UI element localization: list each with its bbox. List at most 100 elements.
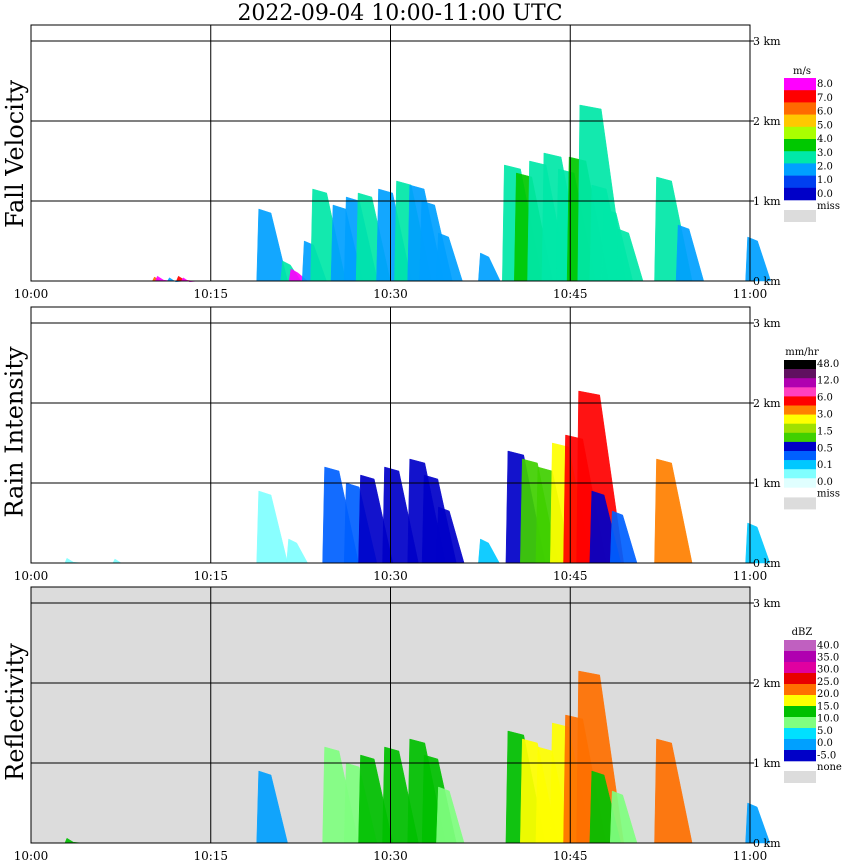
colorbar-missing-label: miss xyxy=(817,488,840,499)
colorbar-cell xyxy=(784,460,816,470)
colorbar-label: 3.0 xyxy=(817,410,833,421)
colorbar-cell xyxy=(784,175,816,189)
colorbar-cell xyxy=(784,139,816,152)
x-tick-label: 10:45 xyxy=(553,849,588,863)
colorbar-label: 0.0 xyxy=(817,477,833,488)
x-tick-label: 10:45 xyxy=(553,569,588,583)
colorbar-missing-swatch xyxy=(784,497,816,510)
colorbar-label: 48.0 xyxy=(817,359,839,370)
colorbar-cell xyxy=(784,640,816,652)
fall-velocity-panel: Fall Velocity 0 km 1 km 2 km 3 km 10:00 10:15… xyxy=(0,22,850,304)
y-tick-label: 0 km xyxy=(753,557,781,570)
colorbar-label: 2.0 xyxy=(817,162,833,173)
colorbar-label: 40.0 xyxy=(817,640,839,651)
colorbar-cell xyxy=(784,126,816,140)
y-tick-label: 2 km xyxy=(753,677,781,690)
colorbar-missing-label: none xyxy=(817,762,842,773)
colorbar-missing-swatch xyxy=(784,210,816,222)
page-title: 2022-09-04 10:00-11:00 UTC xyxy=(237,1,563,26)
colorbar-label: 8.0 xyxy=(817,79,833,90)
colorbar-label: 30.0 xyxy=(817,665,839,676)
colorbar-label: 10.0 xyxy=(817,714,839,725)
colorbar-cell xyxy=(784,423,816,434)
colorbar-label: 4.0 xyxy=(817,134,833,145)
colorbar-missing-swatch xyxy=(784,771,816,783)
colorbar-cell xyxy=(784,717,816,729)
colorbar-label: 35.0 xyxy=(817,652,839,663)
colorbar-label: 0.0 xyxy=(817,738,833,749)
colorbar-label: 3.0 xyxy=(817,148,833,159)
colorbar-label: 5.0 xyxy=(817,120,833,131)
y-tick-label: 1 km xyxy=(753,757,781,770)
colorbar-cell xyxy=(784,396,816,406)
colorbar-cell xyxy=(784,114,816,128)
y-tick-label: 0 km xyxy=(753,275,781,288)
colorbar-label: 12.0 xyxy=(817,376,839,387)
x-tick-label: 10:15 xyxy=(193,569,228,583)
colorbar-cell xyxy=(784,478,816,488)
plot-frame xyxy=(30,586,751,844)
colorbar-cell xyxy=(784,706,816,718)
colorbar-cell xyxy=(784,662,816,674)
x-tick-label: 11:00 xyxy=(733,849,768,863)
colorbar-label: 1.5 xyxy=(817,426,833,437)
colorbar-cell xyxy=(784,728,816,740)
colorbar-cell xyxy=(784,739,816,751)
colorbar-label: 15.0 xyxy=(817,701,839,712)
colorbar-cell xyxy=(784,695,816,707)
echo-18 xyxy=(745,802,771,844)
colorbar-cell xyxy=(784,151,816,164)
colorbar-cell xyxy=(784,163,816,176)
colorbar-cell xyxy=(784,432,816,443)
colorbar-cell xyxy=(784,441,816,452)
colorbar-cell xyxy=(784,651,816,663)
x-tick-label: 10:15 xyxy=(193,849,228,863)
colorbar-missing-label: miss xyxy=(817,201,840,212)
colorbar-label: 0.5 xyxy=(817,443,833,454)
x-tick-label: 11:00 xyxy=(733,569,768,583)
colorbar-cell xyxy=(784,684,816,696)
colorbar-cell xyxy=(784,387,816,397)
reflectivity-panel: Reflectivity 0 km 1 km 2 km 3 km 10:00 10:15 1… xyxy=(0,584,850,866)
y-tick-label: 3 km xyxy=(753,317,781,330)
colorbar-cell xyxy=(784,750,816,762)
rain-intensity-chart: 0 km 1 km 2 km 3 km 10:00 10:15 10:30 10:45 11:0… xyxy=(14,306,840,583)
rain-intensity-panel: Rain Intensity 0 km 1 km 2 km 3 km 10:00 10:1… xyxy=(0,304,850,586)
colorbar-label: 7.0 xyxy=(817,93,833,104)
colorbar-label: 5.0 xyxy=(817,726,833,737)
colorbar-label: 6.0 xyxy=(817,107,833,118)
y-tick-label: 2 km xyxy=(753,115,781,128)
y-tick-label: 0 km xyxy=(753,837,781,850)
colorbar-cell xyxy=(784,378,816,388)
colorbar-unit: dBZ xyxy=(792,627,813,638)
colorbar-label: -5.0 xyxy=(817,750,836,761)
colorbar-label: 6.0 xyxy=(817,393,833,404)
reflectivity-chart: 0 km 1 km 2 km 3 km 10:00 10:15 10:30 10:45 11:0… xyxy=(14,586,842,863)
colorbar-cell xyxy=(784,405,816,415)
x-tick-label: 11:00 xyxy=(733,287,768,301)
x-tick-label: 10:00 xyxy=(14,849,49,863)
y-tick-label: 3 km xyxy=(753,35,781,48)
y-tick-label: 2 km xyxy=(753,397,781,410)
colorbar-label: 25.0 xyxy=(817,677,839,688)
colorbar-label: 0.1 xyxy=(817,460,833,471)
echo-1 xyxy=(112,558,130,564)
plot-frame xyxy=(30,306,751,564)
colorbar-cell xyxy=(784,360,816,370)
fall-velocity-chart: 0 km 1 km 2 km 3 km 10:00 10:15 10:30 10:45 11:0… xyxy=(14,24,840,301)
colorbar-cell xyxy=(784,369,816,379)
x-tick-label: 10:15 xyxy=(193,287,228,301)
x-tick-label: 10:00 xyxy=(14,569,49,583)
x-tick-label: 10:30 xyxy=(373,569,408,583)
x-tick-label: 10:30 xyxy=(373,287,408,301)
y-tick-label: 3 km xyxy=(753,597,781,610)
colorbar-cell xyxy=(784,469,816,479)
colorbar-label: 0.0 xyxy=(817,189,833,200)
colorbar-cell xyxy=(784,451,816,461)
y-tick-label: 1 km xyxy=(753,477,781,490)
colorbar-unit: mm/hr xyxy=(785,347,819,358)
colorbar-cell xyxy=(784,414,816,424)
colorbar-label: 20.0 xyxy=(817,689,839,700)
x-tick-label: 10:30 xyxy=(373,849,408,863)
colorbar-unit: m/s xyxy=(793,66,811,77)
